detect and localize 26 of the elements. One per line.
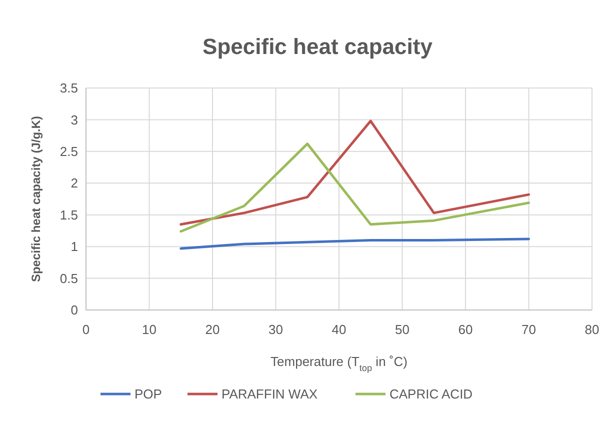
x-tick-label: 20 bbox=[205, 322, 220, 337]
legend-label: PARAFFIN WAX bbox=[222, 386, 318, 402]
x-tick-label: 10 bbox=[142, 322, 156, 337]
y-tick-label: 1.5 bbox=[60, 207, 78, 222]
x-tick-label: 0 bbox=[82, 322, 90, 337]
chart-title: Specific heat capacity bbox=[202, 34, 434, 59]
line-series bbox=[180, 120, 530, 226]
x-tick-label: 50 bbox=[395, 322, 410, 337]
x-tick-label: 30 bbox=[268, 322, 283, 337]
y-tick-label: 3 bbox=[70, 112, 78, 128]
x-tick-label: 80 bbox=[584, 322, 600, 337]
y-tick-label: 1 bbox=[70, 239, 78, 254]
y-tick-label: 3.5 bbox=[60, 80, 78, 96]
x-axis-title: Temperature (T$_{top}$ in ˚C) bbox=[270, 354, 408, 373]
y-tick-label: 2.5 bbox=[60, 144, 78, 159]
x-tick-label: 70 bbox=[522, 322, 536, 337]
x-tick-label: 40 bbox=[332, 322, 346, 337]
y-tick-label: 0 bbox=[70, 302, 78, 318]
x-tick-label: 60 bbox=[458, 322, 473, 337]
y-tick-label: 0.5 bbox=[60, 270, 78, 286]
line-series bbox=[180, 142, 530, 233]
y-tick-label: 2 bbox=[70, 176, 78, 191]
y-axis-title: Specific heat capacity (J/g.K) bbox=[29, 116, 43, 282]
line-series bbox=[180, 238, 530, 250]
legend-label: CAPRIC ACID bbox=[390, 386, 473, 402]
legend-label: POP bbox=[134, 386, 162, 402]
